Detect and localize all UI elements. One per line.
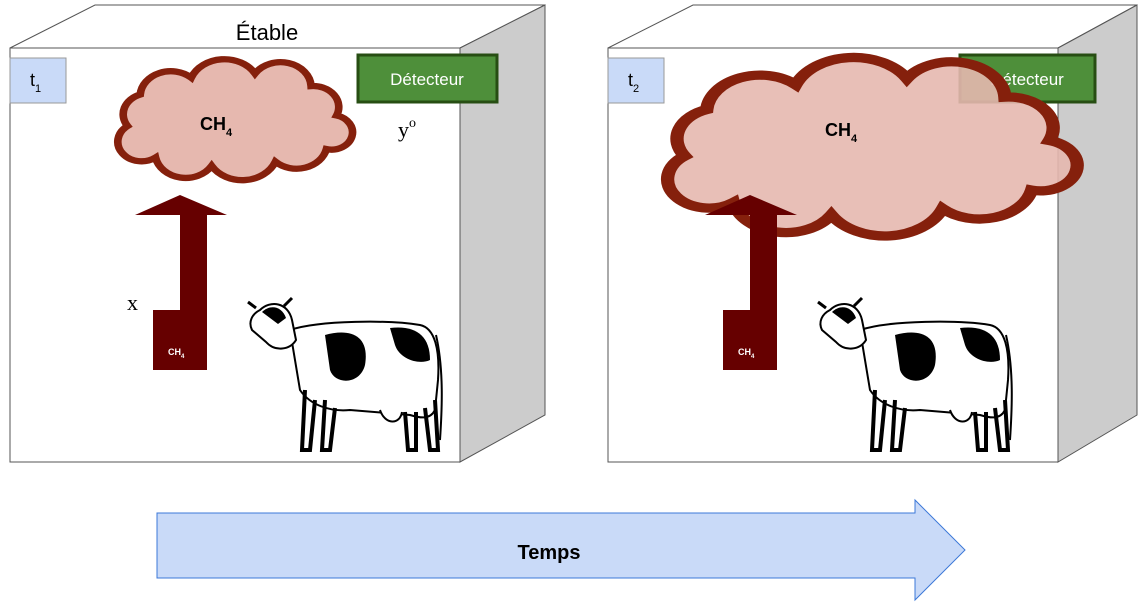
time-box — [9, 57, 67, 104]
observation: yo — [398, 116, 416, 142]
arrow-label: CH4 — [738, 347, 755, 360]
timeline-label: Temps — [518, 542, 581, 564]
time-box — [607, 57, 665, 104]
emission-arrow — [705, 195, 797, 370]
time: t2 — [628, 70, 639, 95]
arrow-label: CH4 — [168, 347, 185, 360]
emission-arrow — [135, 195, 227, 370]
detector-label: Détecteur — [390, 70, 464, 89]
cloud-label: CH4 — [200, 114, 233, 139]
cloud-label: CH4 — [825, 120, 858, 145]
time: t1 — [30, 70, 41, 95]
timeline-arrow — [156, 498, 966, 602]
box-top — [607, 4, 1138, 49]
detector — [356, 53, 499, 104]
emission: x — [127, 290, 138, 315]
label: Étable — [236, 20, 298, 45]
detector-label: Détecteur — [990, 70, 1064, 89]
